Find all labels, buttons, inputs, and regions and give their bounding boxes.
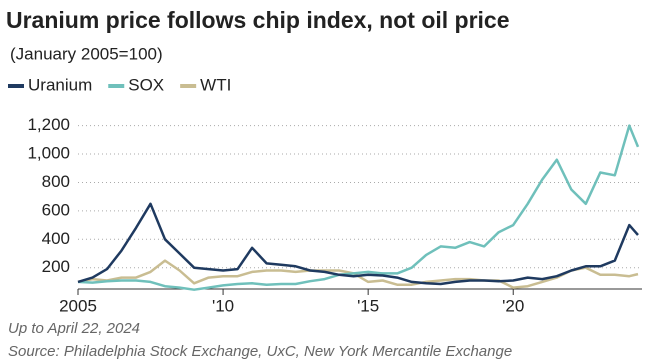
legend-label: SOX	[128, 75, 164, 94]
chart-title: Uranium price follows chip index, not oi…	[6, 7, 510, 33]
legend-label: WTI	[200, 75, 231, 94]
series-line	[77, 202, 639, 286]
x-tick-label: '20	[502, 296, 524, 315]
y-tick-label: 200	[42, 257, 70, 276]
note: Up to April 22, 2024	[8, 320, 140, 337]
legend-label: Uranium	[28, 75, 92, 94]
y-tick-label: 1,000	[27, 144, 70, 163]
y-tick-label: 400	[42, 229, 70, 248]
y-tick-label: 800	[42, 172, 70, 191]
x-tick-label: '15	[357, 296, 379, 315]
y-tick-label: 600	[42, 200, 70, 219]
x-tick-label: '10	[212, 296, 234, 315]
y-tick-label: 1,200	[27, 115, 70, 134]
x-tick-label: 2005	[59, 296, 97, 315]
chart-subtitle: (January 2005=100)	[10, 44, 163, 63]
series-line	[77, 124, 640, 291]
series-line	[77, 259, 639, 289]
source: Source: Philadelphia Stock Exchange, UxC…	[8, 343, 512, 360]
